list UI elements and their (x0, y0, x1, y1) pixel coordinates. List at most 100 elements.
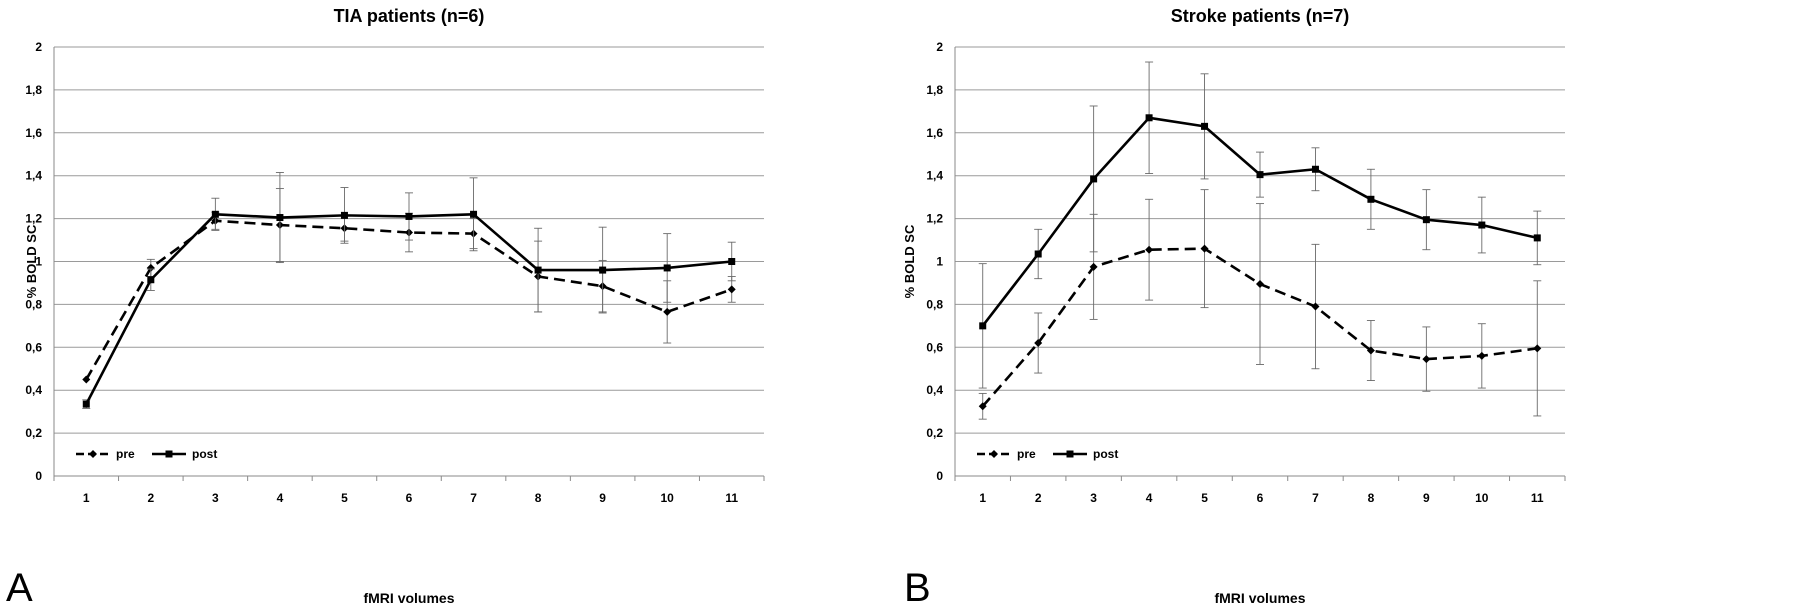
data-point-pre (146, 263, 155, 272)
data-point-pre (978, 402, 987, 411)
data-point-post (147, 276, 155, 284)
y-tick-label: 1,8 (25, 83, 42, 97)
y-tick-label: 1,6 (25, 126, 42, 140)
x-tick-label: 2 (1035, 491, 1042, 505)
y-tick-label: 1,8 (926, 83, 943, 97)
y-tick-label: 0,4 (25, 383, 42, 397)
x-tick-label: 10 (1475, 491, 1489, 505)
data-point-post (405, 212, 413, 220)
data-point-pre (1145, 245, 1154, 254)
data-point-pre (1034, 339, 1043, 348)
x-tick-label: 1 (83, 491, 90, 505)
data-point-post (663, 264, 671, 272)
data-point-pre (1366, 346, 1375, 355)
data-point-post (276, 214, 284, 222)
x-axis-label: fMRI volumes (363, 590, 454, 606)
y-tick-label: 0,4 (926, 383, 943, 397)
data-point-post (211, 210, 219, 218)
legend-marker-post (1066, 450, 1074, 458)
data-point-post (599, 266, 607, 274)
chart-b-svg: Stroke patients (n=7) 0 0,2 0,4 0,6 0,8 1 1,2 1,… (902, 6, 1566, 606)
y-tick-label: 0 (936, 469, 943, 483)
x-tick-label: 5 (341, 491, 348, 505)
x-tick-label: 10 (661, 491, 675, 505)
chart-panel-a: TIA patients (n=6) 0 0,2 0,4 0,6 0,8 1 1,2 1,4 1,… (0, 0, 900, 609)
legend-marker-pre (89, 450, 97, 458)
x-tick-label: 11 (725, 491, 738, 505)
x-tick-label: 6 (1257, 491, 1264, 505)
data-point-pre (1256, 280, 1264, 289)
panel-letter-b: B (904, 566, 931, 610)
data-point-post (340, 211, 348, 219)
legend-marker-post (165, 450, 173, 458)
data-point-pre (1089, 262, 1098, 271)
data-point-post (728, 258, 736, 265)
y-tick-label: 1,6 (926, 126, 943, 140)
y-tick-label: 1,2 (25, 212, 42, 226)
y-tick-label: 1,2 (926, 212, 943, 226)
x-tick-label: 4 (1146, 491, 1153, 505)
data-point-pre (1477, 351, 1486, 360)
x-tick-label: 1 (979, 491, 986, 505)
y-tick-label: 2 (936, 40, 943, 54)
legend-marker-pre (990, 450, 998, 458)
x-tick-label: 6 (406, 491, 413, 505)
y-tick-label: 0,6 (25, 340, 42, 354)
data-point-post (1478, 221, 1486, 229)
x-tick-label: 8 (1368, 491, 1375, 505)
data-point-pre (1533, 344, 1542, 353)
legend-label-pre: pre (116, 447, 135, 461)
chart-panel-b: Stroke patients (n=7) 0 0,2 0,4 0,6 0,8 1 1,2 1,… (900, 0, 1800, 609)
data-point-post (1090, 175, 1098, 183)
data-point-post (1367, 195, 1375, 203)
panel-letter-a: A (6, 566, 33, 610)
data-point-post (1145, 114, 1153, 122)
y-tick-label: 0,2 (25, 426, 42, 440)
y-tick-label: 1,4 (926, 169, 943, 183)
x-tick-label: 3 (1090, 491, 1097, 505)
x-axis-label: fMRI volumes (1214, 590, 1305, 606)
legend-label-pre: pre (1017, 447, 1036, 461)
data-point-post (534, 266, 542, 274)
data-point-post (82, 400, 90, 408)
data-point-post (1311, 165, 1319, 173)
x-tick-label: 11 (1531, 491, 1544, 505)
series-line-pre (85, 219, 733, 381)
data-point-post (979, 322, 987, 330)
y-tick-label: 0,6 (926, 340, 943, 354)
data-point-pre (82, 375, 91, 384)
chart-title: TIA patients (n=6) (334, 6, 485, 26)
data-point-post (1201, 122, 1209, 130)
x-tick-label: 4 (277, 491, 284, 505)
data-point-pre (1422, 355, 1431, 364)
x-tick-label: 9 (1423, 491, 1430, 505)
x-tick-label: 8 (535, 491, 542, 505)
y-tick-label: 1 (35, 255, 42, 269)
x-tick-label: 7 (470, 491, 477, 505)
legend-label-post: post (192, 447, 217, 461)
y-tick-label: 0,8 (926, 297, 943, 311)
data-point-pre (1311, 302, 1320, 311)
data-point-pre (1200, 244, 1209, 253)
data-point-post (1256, 171, 1264, 179)
x-tick-label: 2 (147, 491, 154, 505)
x-tick-label: 7 (1312, 491, 1319, 505)
y-tick-label: 1,4 (25, 169, 42, 183)
data-point-post (1034, 250, 1042, 258)
data-point-pre (663, 307, 672, 316)
x-tick-label: 3 (212, 491, 219, 505)
y-tick-label: 0 (35, 469, 42, 483)
x-tick-label: 9 (599, 491, 606, 505)
legend-label-post: post (1093, 447, 1118, 461)
y-axis-label: % BOLD SC (24, 224, 39, 298)
data-point-post (1422, 216, 1430, 224)
y-axis-label: % BOLD SC (902, 224, 917, 298)
y-tick-label: 0,8 (25, 297, 42, 311)
chart-a-svg: TIA patients (n=6) 0 0,2 0,4 0,6 0,8 1 1,2 1,4 1,… (24, 6, 765, 606)
data-point-post (470, 210, 478, 218)
y-tick-label: 0,2 (926, 426, 943, 440)
x-tick-label: 5 (1201, 491, 1208, 505)
data-point-pre (727, 285, 736, 294)
y-tick-label: 2 (35, 40, 42, 54)
y-tick-label: 1 (936, 255, 943, 269)
